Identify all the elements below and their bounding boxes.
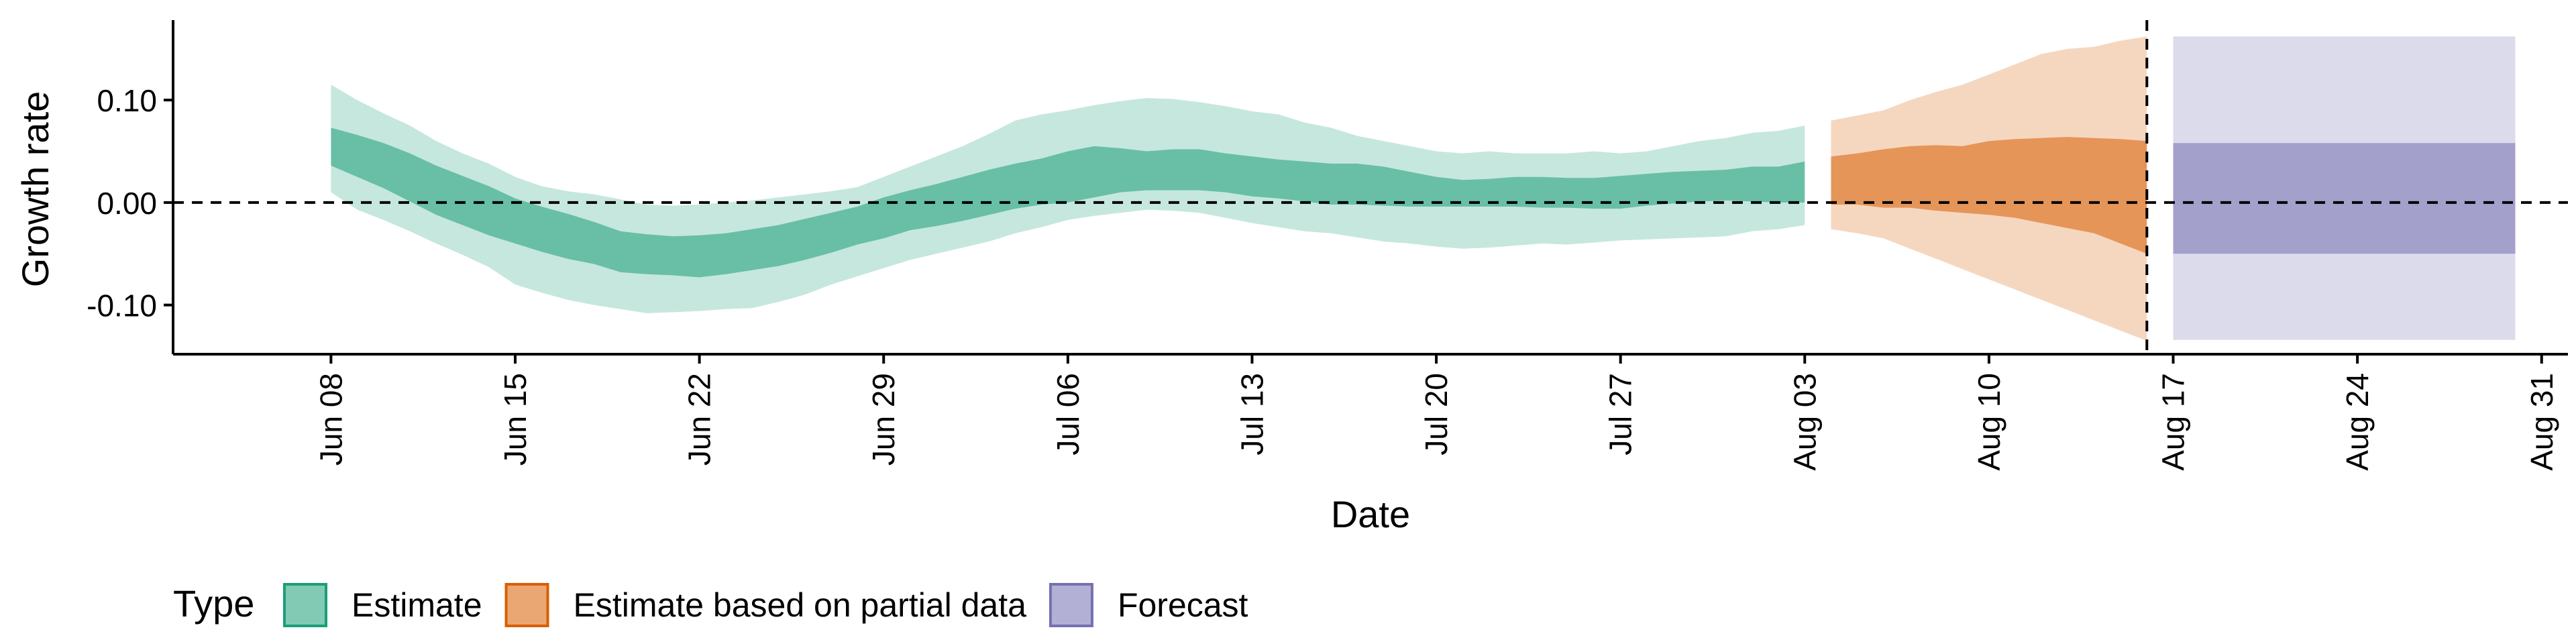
estimate-legend-swatch <box>283 583 327 627</box>
forecast-legend-swatch <box>1049 583 1093 627</box>
x-tick-label: Jun 15 <box>498 373 533 466</box>
x-tick-label: Jun 08 <box>313 373 348 466</box>
x-tick-label: Jul 27 <box>1603 373 1638 455</box>
y-tick-label: 0.10 <box>97 83 157 118</box>
x-tick-label: Aug 10 <box>1972 373 2006 471</box>
legend: Type Estimate Estimate based on partial da… <box>173 582 1248 627</box>
forecast-ribbon-50 <box>2173 143 2516 254</box>
x-tick-label: Jun 22 <box>682 373 717 466</box>
forecast-legend-label: Forecast <box>1118 586 1248 624</box>
ribbon-layer <box>331 36 2516 341</box>
legend-title: Type <box>173 582 254 625</box>
x-tick-label: Aug 03 <box>1787 373 1822 471</box>
x-tick-label: Jul 06 <box>1051 373 1085 455</box>
estimate-based-on-partial-data-legend-label: Estimate based on partial data <box>574 586 1027 624</box>
y-tick-label: 0.00 <box>97 186 157 221</box>
y-axis-label: Growth rate <box>14 91 56 288</box>
x-tick-label: Aug 31 <box>2524 373 2559 471</box>
x-tick-label: Jun 29 <box>866 373 901 466</box>
estimate-based-on-partial-data-legend-swatch <box>504 583 549 627</box>
x-tick-label: Aug 17 <box>2156 373 2191 471</box>
x-tick-label: Aug 24 <box>2340 373 2375 471</box>
estimate-legend-label: Estimate <box>352 586 482 624</box>
estimate-ribbon-50 <box>331 127 1805 278</box>
y-tick-label: -0.10 <box>87 288 157 323</box>
estimate-based-on-partial-data-ribbon-50 <box>1831 137 2147 254</box>
x-tick-label: Jul 13 <box>1235 373 1270 455</box>
x-axis-label: Date <box>1331 493 1410 535</box>
reference-lines <box>173 20 2568 354</box>
axes: -0.10 0.00 0.10 Jun 08 Jun 15 Jun 22 Jun 29 Jul… <box>87 20 2568 471</box>
x-tick-label: Jul 20 <box>1419 373 1454 455</box>
